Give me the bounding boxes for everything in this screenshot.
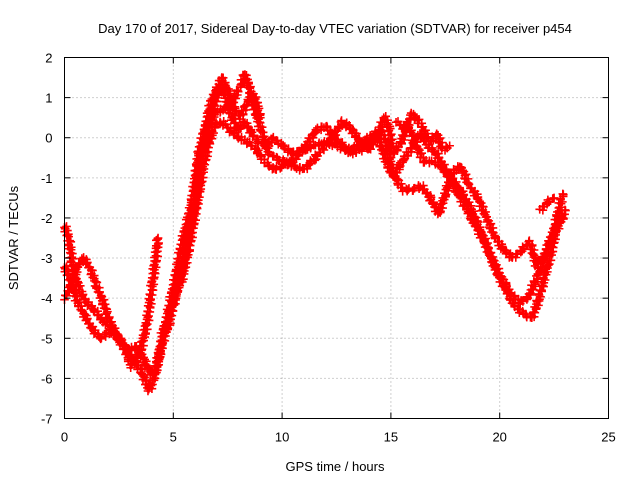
data-point [205, 115, 214, 125]
plot-frame [64, 57, 609, 419]
data-point [348, 149, 358, 159]
data-point [393, 146, 402, 155]
data-point [255, 151, 265, 160]
data-point [544, 260, 553, 270]
data-point [190, 203, 200, 213]
y-tick-label: -4 [41, 291, 53, 306]
series-track-b [60, 80, 570, 380]
data-point [160, 321, 169, 331]
x-tick-label: 25 [601, 430, 615, 445]
data-point [178, 267, 187, 277]
x-axis-label: GPS time / hours [286, 459, 385, 474]
data-point [71, 292, 81, 301]
series-track-d [190, 73, 559, 215]
data-point [64, 244, 74, 254]
data-point [384, 158, 394, 168]
data-point [377, 145, 386, 155]
data-point [126, 363, 136, 373]
y-tick-label: -6 [41, 371, 53, 386]
data-point [558, 213, 568, 223]
data-point [553, 207, 562, 217]
data-point [107, 317, 116, 327]
data-point [399, 132, 408, 141]
x-tick-label: 5 [170, 430, 177, 445]
data-point [64, 232, 73, 241]
y-tick-label: -3 [41, 251, 53, 266]
data-point [558, 189, 568, 199]
chart-title: Day 170 of 2017, Sidereal Day-to-day VTE… [98, 21, 572, 36]
data-point [535, 286, 545, 295]
data-point [472, 221, 481, 231]
data-point [65, 236, 75, 245]
data-point [555, 202, 565, 212]
x-tick-label: 10 [275, 430, 289, 445]
data-point [380, 150, 389, 159]
x-tick-label: 15 [384, 430, 398, 445]
data-point [256, 113, 265, 122]
series-track-c [60, 117, 568, 373]
data-point [67, 261, 76, 270]
x-tick-label: 0 [61, 430, 68, 445]
data-point [263, 160, 273, 170]
data-point [188, 228, 197, 237]
data-point [99, 295, 109, 304]
y-tick-label: 0 [45, 131, 52, 146]
y-tick-label: -1 [41, 171, 53, 186]
data-point [434, 137, 443, 147]
data-point [484, 222, 494, 232]
y-tick-label: -5 [41, 331, 53, 346]
data-point [403, 185, 413, 194]
data-point [253, 137, 263, 146]
y-tick-label: -7 [41, 412, 53, 427]
y-axis-label: SDTVAR / TECUs [6, 185, 21, 290]
data-point [549, 193, 559, 203]
data-point [268, 151, 278, 160]
data-point [247, 141, 256, 150]
y-tick-label: 1 [45, 91, 52, 106]
x-tick-label: 20 [492, 430, 506, 445]
data-point [560, 205, 570, 215]
data-point [445, 141, 454, 151]
y-tick-label: 2 [45, 51, 52, 66]
data-point [436, 156, 446, 166]
axis-ticks: 0 5 10 15 20 25 -7 -6 -5 -4 -3 -2 -1 0 1 2 [41, 51, 616, 445]
data-point [544, 197, 554, 207]
data-points [60, 70, 570, 396]
y-tick-label: -2 [41, 211, 53, 226]
data-point [153, 233, 163, 243]
